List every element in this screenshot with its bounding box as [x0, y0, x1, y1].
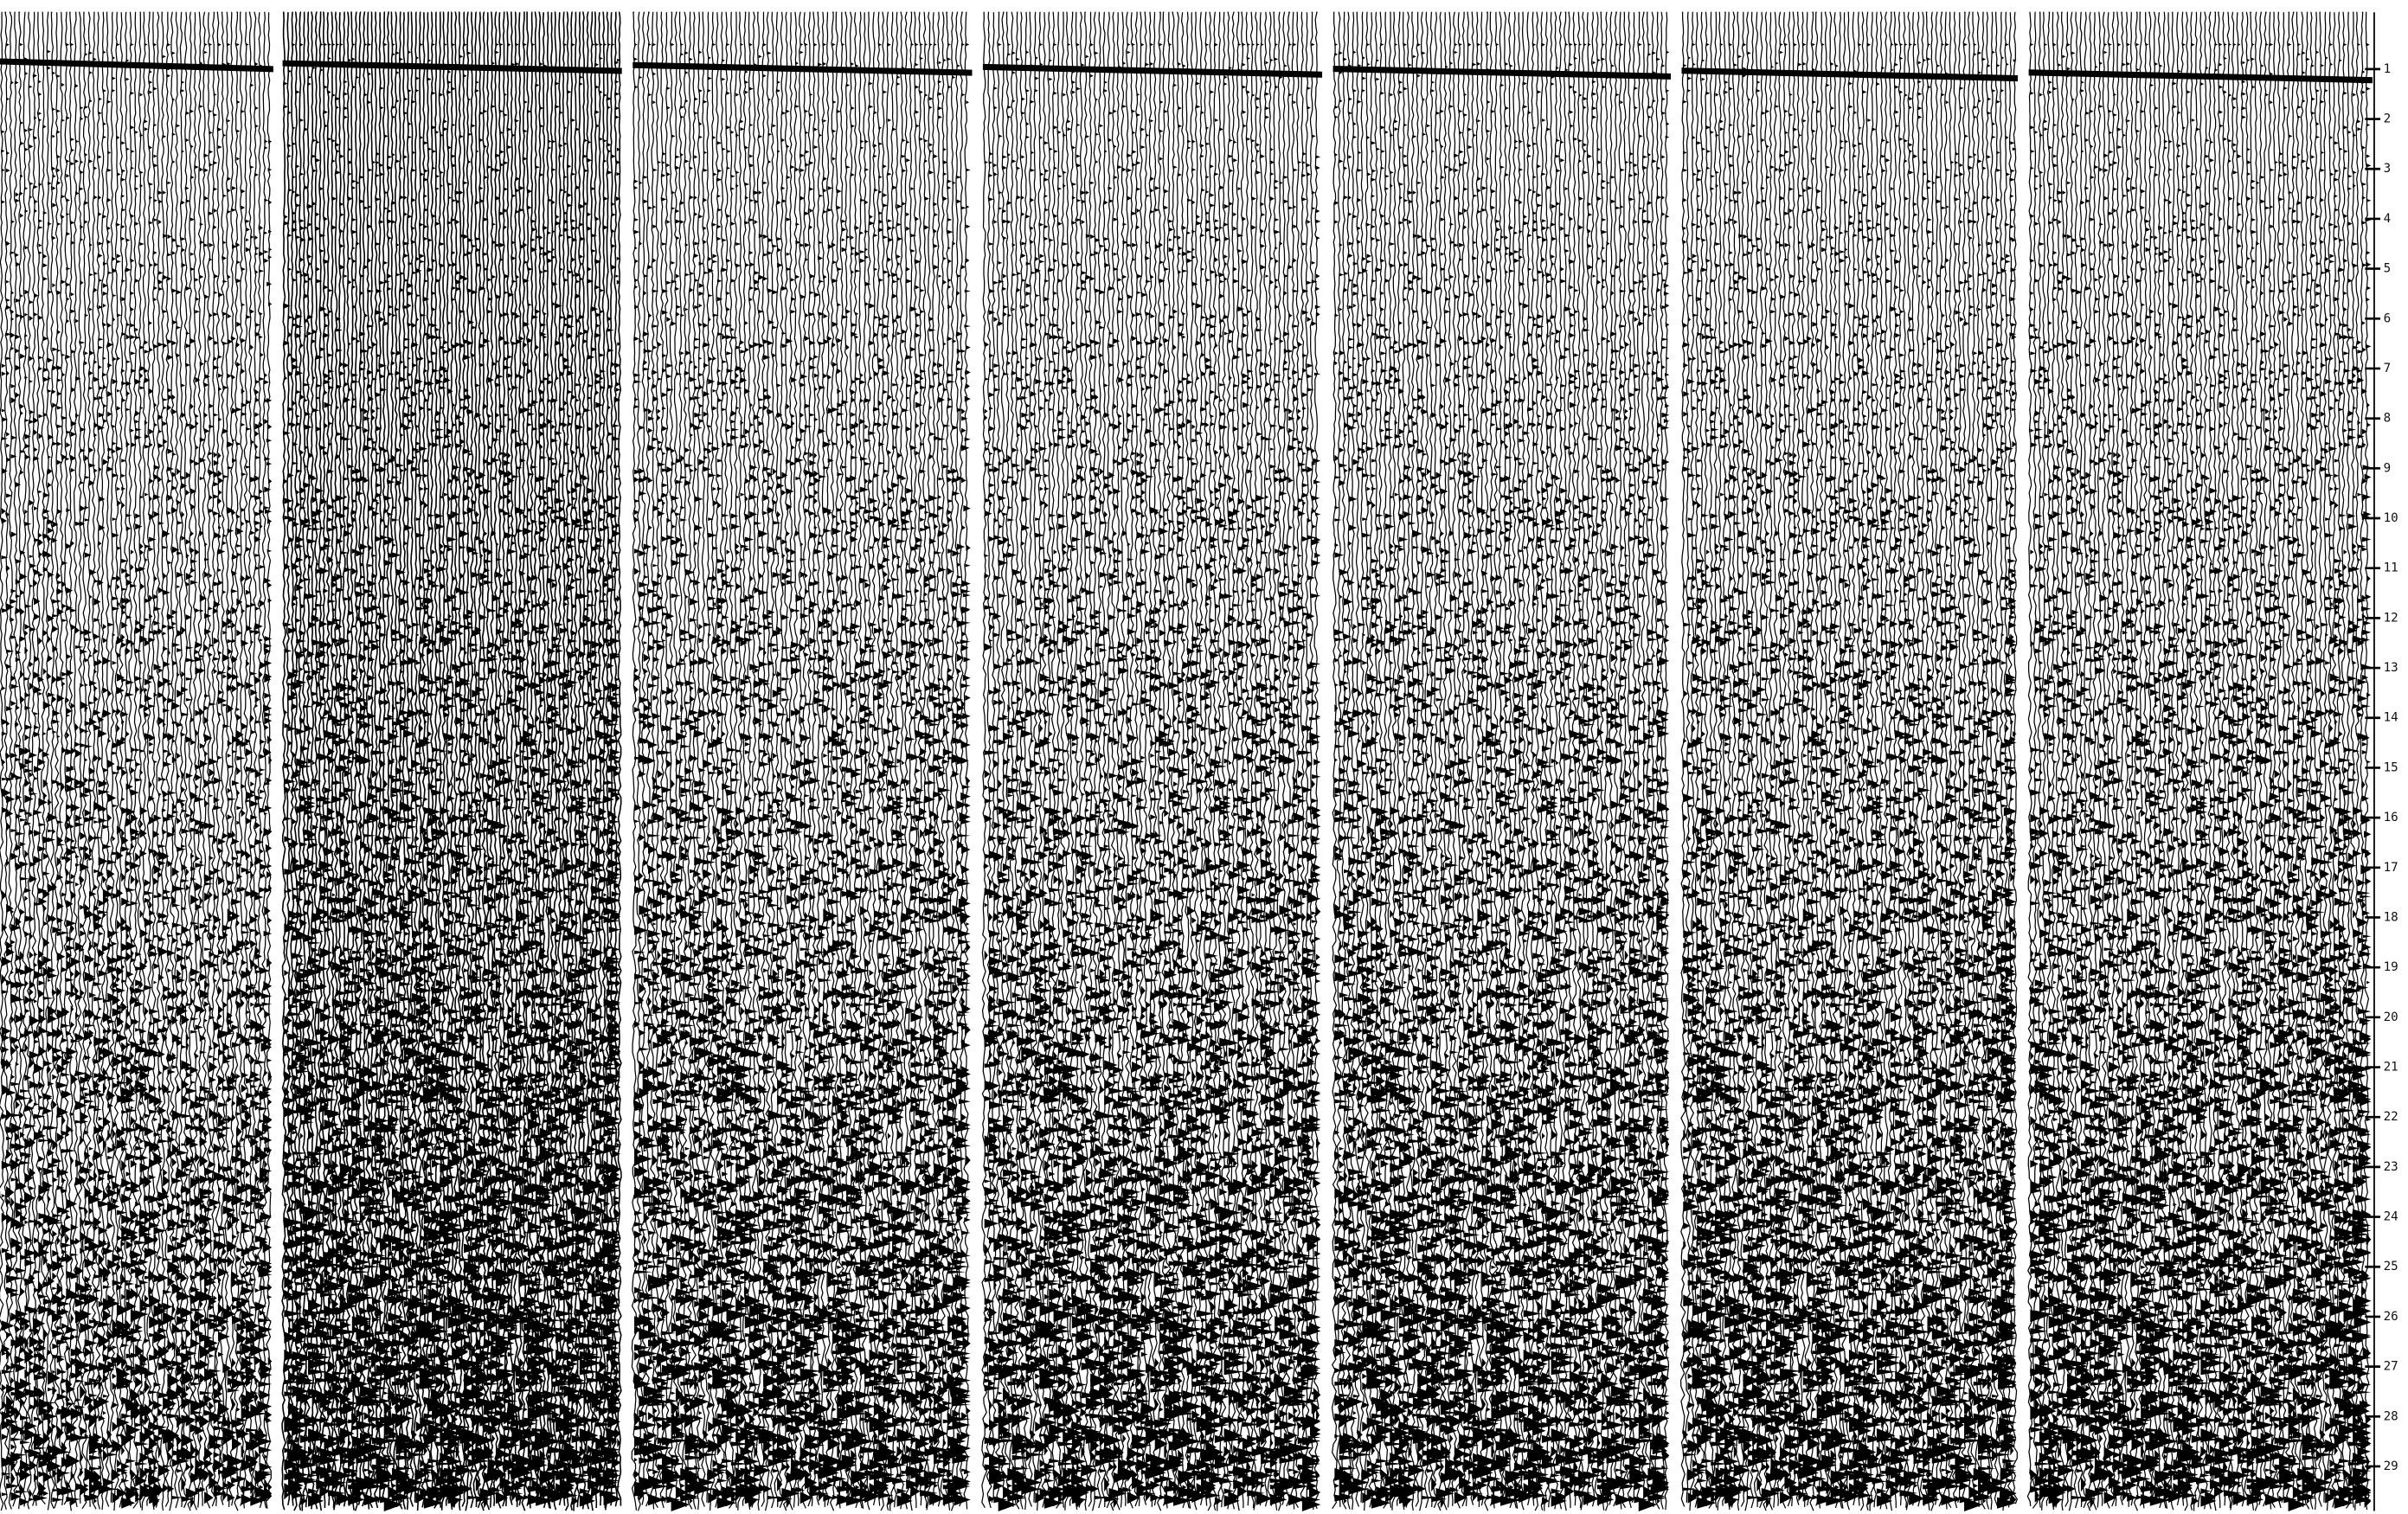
- time-label: 6: [2384, 311, 2392, 325]
- trace-wedges: [1, 42, 273, 1509]
- time-label: 13: [2384, 661, 2398, 675]
- trace-wedges: [2030, 42, 2372, 1511]
- time-label: 9: [2384, 461, 2392, 475]
- time-label: 17: [2384, 861, 2398, 875]
- trace-wedges: [984, 42, 1321, 1511]
- time-label: 21: [2384, 1061, 2398, 1075]
- time-label: 24: [2384, 1210, 2398, 1224]
- time-label: 15: [2384, 760, 2398, 774]
- time-label: 10: [2384, 511, 2398, 525]
- first-break: [1332, 65, 1672, 80]
- time-label: 28: [2384, 1409, 2398, 1423]
- trace-wedges: [1683, 42, 2017, 1511]
- time-label: 27: [2384, 1360, 2398, 1374]
- first-break: [2028, 69, 2373, 84]
- time-label: 14: [2384, 711, 2398, 725]
- time-label: 29: [2384, 1459, 2398, 1473]
- first-break: [282, 60, 622, 74]
- first-break: [633, 61, 973, 76]
- trace-wedges: [1334, 42, 1670, 1511]
- time-label: 19: [2384, 960, 2398, 974]
- time-label: 5: [2384, 262, 2392, 276]
- trace-wedges: [284, 42, 621, 1511]
- panel-gap: [621, 0, 628, 1514]
- time-label: 25: [2384, 1260, 2398, 1273]
- time-label: 7: [2384, 362, 2392, 375]
- time-label: 1: [2384, 62, 2392, 76]
- time-label: 3: [2384, 162, 2392, 176]
- panel-gap: [1671, 0, 1678, 1514]
- panel-gap: [1322, 0, 1329, 1514]
- first-break: [1681, 67, 2019, 82]
- trace-wedges: [634, 42, 971, 1511]
- time-label: 16: [2384, 811, 2398, 824]
- first-break: [0, 58, 273, 73]
- time-label: 18: [2384, 910, 2398, 924]
- time-label: 12: [2384, 611, 2398, 625]
- time-label: 2: [2384, 112, 2392, 126]
- time-label: 20: [2384, 1010, 2398, 1024]
- time-label: 26: [2384, 1310, 2398, 1324]
- panel-gap: [2373, 0, 2379, 1514]
- panel-gap: [273, 0, 280, 1514]
- time-label: 8: [2384, 412, 2392, 426]
- panel-gap: [2018, 0, 2025, 1514]
- time-axis: 1234567891011121314151617181920212223242…: [2365, 12, 2398, 1511]
- time-label: 4: [2384, 212, 2392, 226]
- time-label: 23: [2384, 1160, 2398, 1174]
- panel-gap: [972, 0, 979, 1514]
- first-break: [982, 63, 1323, 78]
- time-label: 22: [2384, 1110, 2398, 1124]
- time-label: 11: [2384, 561, 2398, 575]
